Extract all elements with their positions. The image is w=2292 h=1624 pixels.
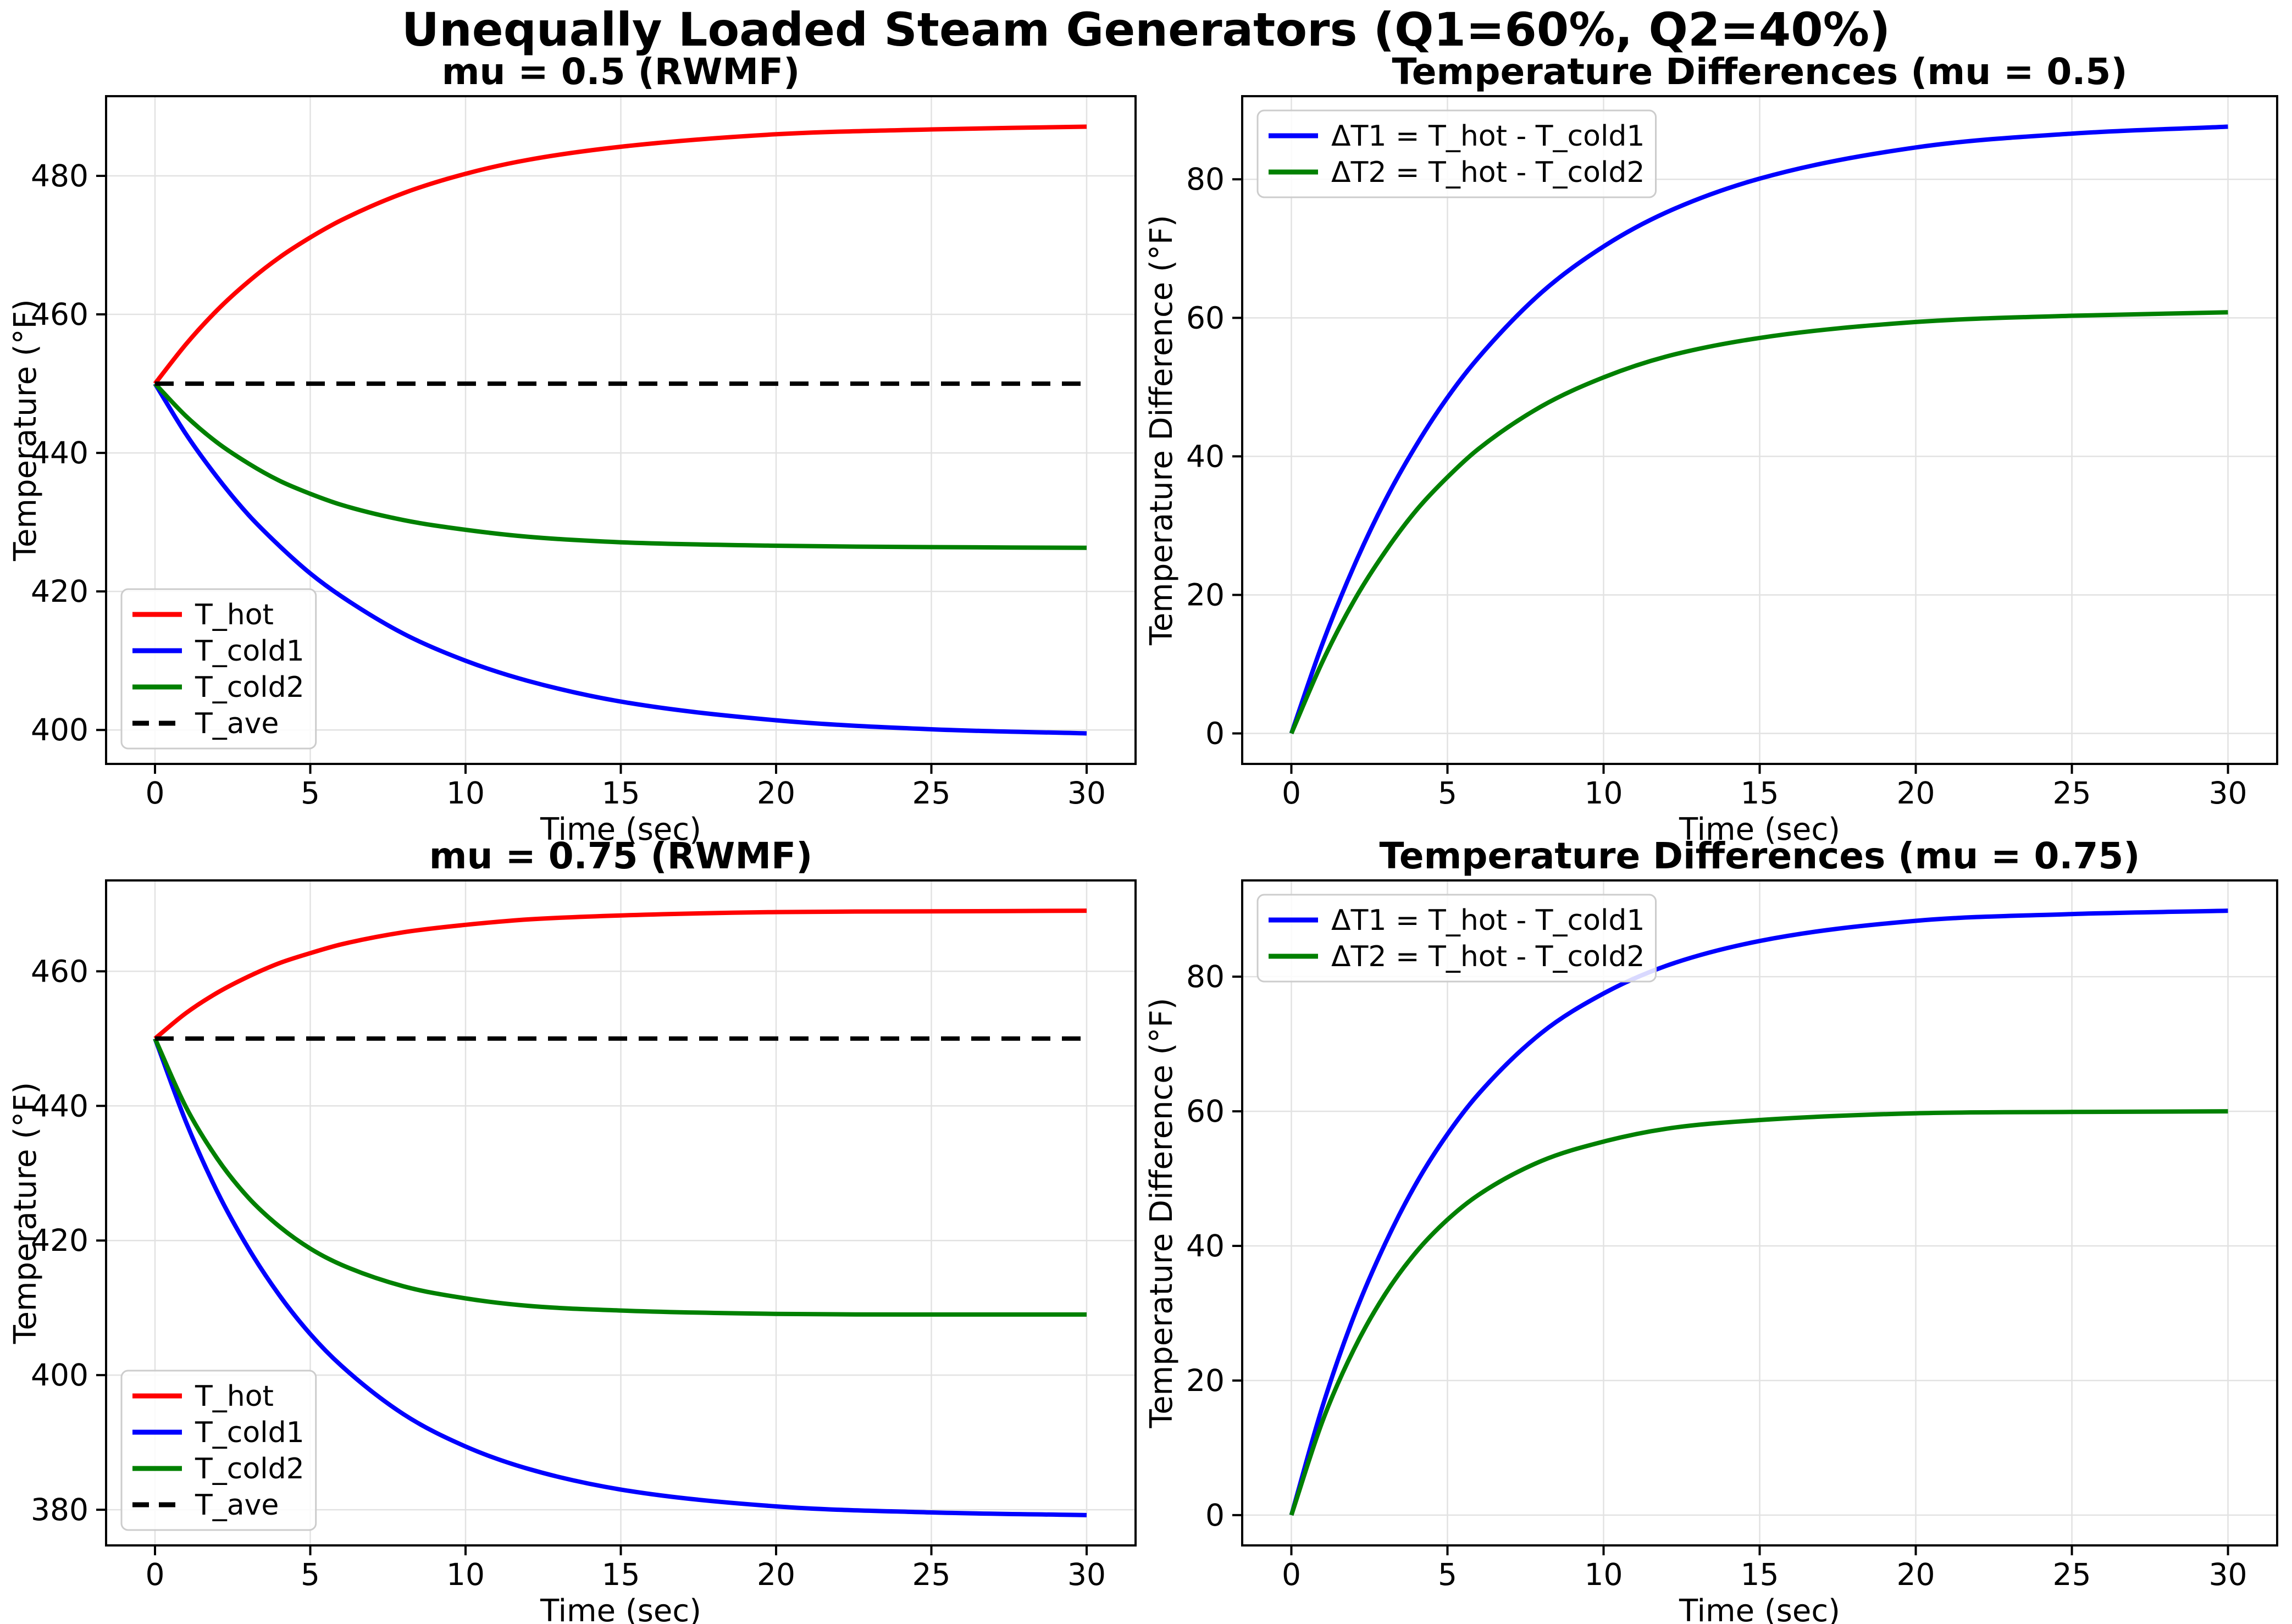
series-line-t-cold1 [153, 1038, 1087, 1517]
x-tick-label: 30 [1067, 1557, 1106, 1592]
y-axis-label: Temperature Difference (°F) [1144, 998, 1180, 1429]
x-tick-label: 10 [446, 775, 485, 811]
series-line--t2-t-hot-t-cold2 [1289, 1109, 2228, 1516]
x-tick-label: 5 [1438, 775, 1457, 811]
x-tick-label: 10 [1584, 1557, 1623, 1592]
y-tick-label: 40 [1186, 1228, 1225, 1263]
x-axis-label: Time (sec) [540, 812, 701, 847]
x-tick-label: 15 [602, 775, 640, 811]
legend-label: T_cold1 [195, 1416, 305, 1449]
chart-title: Temperature Differences (mu = 0.5) [1392, 51, 2127, 93]
legend-label: ΔT2 = T_hot - T_cold2 [1331, 940, 1645, 973]
y-tick-label: 440 [31, 435, 88, 470]
x-tick-label: 15 [1741, 1557, 1779, 1592]
grid-mu05-temps [106, 96, 1136, 764]
y-tick-label: 40 [1186, 439, 1225, 474]
x-tick-label: 10 [1584, 775, 1623, 811]
legend-label: T_cold2 [195, 671, 305, 704]
x-tick-label: 5 [1438, 1557, 1457, 1592]
chart-mu05-temps: 0 5 10 15 20 25 30 400 420 440 460 480 mu = 0.5 (RWM… [8, 51, 1137, 847]
x-tick-label: 20 [757, 1557, 795, 1592]
x-axis-label: Time (sec) [540, 1593, 701, 1624]
legend-label: T_ave [195, 707, 279, 740]
legend-box [120, 1370, 317, 1531]
x-tick-label: 15 [602, 1557, 640, 1592]
y-tick-label: 80 [1186, 959, 1225, 994]
y-tick-label: 400 [31, 1357, 88, 1393]
y-tick-label: 440 [31, 1088, 88, 1123]
y-tick-label: 420 [31, 574, 88, 609]
x-tick-label: 15 [1741, 775, 1779, 811]
x-tick-label: 0 [1282, 1557, 1301, 1592]
legend-label: T_cold1 [195, 635, 305, 668]
y-tick-label: 460 [31, 954, 88, 989]
x-axis-label: Time (sec) [1679, 1593, 1840, 1624]
x-tick-label: 20 [1897, 775, 1935, 811]
x-tick-label: 30 [1067, 775, 1106, 811]
y-tick-label: 420 [31, 1223, 88, 1258]
x-tick-label: 30 [2209, 775, 2247, 811]
y-tick-label: 400 [31, 712, 88, 747]
series-line--t1-t-hot-t-cold1 [1289, 908, 2228, 1516]
series-line-t-hot [153, 908, 1087, 1040]
grid-mu075-diffs [1242, 880, 2277, 1545]
y-tick-label: 20 [1186, 577, 1225, 612]
series-line-t-hot [153, 124, 1087, 385]
x-tick-label: 25 [912, 775, 951, 811]
legend-label: T_ave [195, 1489, 279, 1522]
legend-box [1256, 894, 1657, 983]
chart-title: Temperature Differences (mu = 0.75) [1380, 835, 2140, 877]
legend-label: T_cold2 [195, 1453, 305, 1486]
legend-box [1256, 109, 1657, 198]
legend-box [120, 588, 317, 750]
x-tick-label: 30 [2209, 1557, 2247, 1592]
legend-label: ΔT1 = T_hot - T_cold1 [1331, 904, 1645, 937]
y-tick-label: 60 [1186, 300, 1225, 335]
chart-title: mu = 0.5 (RWMF) [442, 51, 800, 93]
legend-label: T_hot [195, 1380, 274, 1413]
legend-label: ΔT1 = T_hot - T_cold1 [1331, 120, 1645, 153]
legend-label: T_hot [195, 598, 274, 631]
series-line--t1-t-hot-t-cold1 [1289, 124, 2228, 734]
y-axis-label: Temperature (°F) [8, 299, 43, 561]
x-axis-label: Time (sec) [1679, 812, 1840, 847]
series-line-t-cold2 [153, 1038, 1087, 1317]
x-tick-label: 20 [757, 775, 795, 811]
x-tick-label: 0 [145, 1557, 164, 1592]
x-tick-label: 5 [301, 1557, 320, 1592]
series-line--t2-t-hot-t-cold2 [1289, 310, 2228, 735]
y-tick-label: 80 [1186, 162, 1225, 197]
x-tick-label: 5 [301, 775, 320, 811]
y-tick-label: 380 [31, 1492, 88, 1527]
y-tick-label: 0 [1205, 1498, 1225, 1533]
y-tick-label: 60 [1186, 1094, 1225, 1129]
y-axis-label: Temperature Difference (°F) [1144, 215, 1180, 646]
series-line-t-cold2 [153, 382, 1087, 550]
y-tick-label: 0 [1205, 716, 1225, 751]
x-tick-label: 20 [1897, 1557, 1935, 1592]
y-tick-label: 460 [31, 297, 88, 332]
y-axis-label: Temperature (°F) [8, 1082, 43, 1344]
x-tick-label: 25 [912, 1557, 951, 1592]
y-tick-label: 480 [31, 158, 88, 193]
chart-mu075-temps: 0 5 10 15 20 25 30 380 400 420 440 460 mu = 0.75 (RW… [8, 835, 1137, 1624]
x-tick-label: 0 [1282, 775, 1301, 811]
legend-label: ΔT2 = T_hot - T_cold2 [1331, 156, 1645, 189]
chart-title: mu = 0.75 (RWMF) [429, 835, 813, 877]
x-tick-label: 25 [2053, 775, 2091, 811]
figure-title: Unequally Loaded Steam Generators (Q1=60… [401, 3, 1891, 57]
x-tick-label: 25 [2053, 1557, 2091, 1592]
x-tick-label: 0 [145, 775, 164, 811]
x-tick-label: 10 [446, 1557, 485, 1592]
y-tick-label: 20 [1186, 1363, 1225, 1398]
series-line-t-cold1 [153, 383, 1087, 736]
